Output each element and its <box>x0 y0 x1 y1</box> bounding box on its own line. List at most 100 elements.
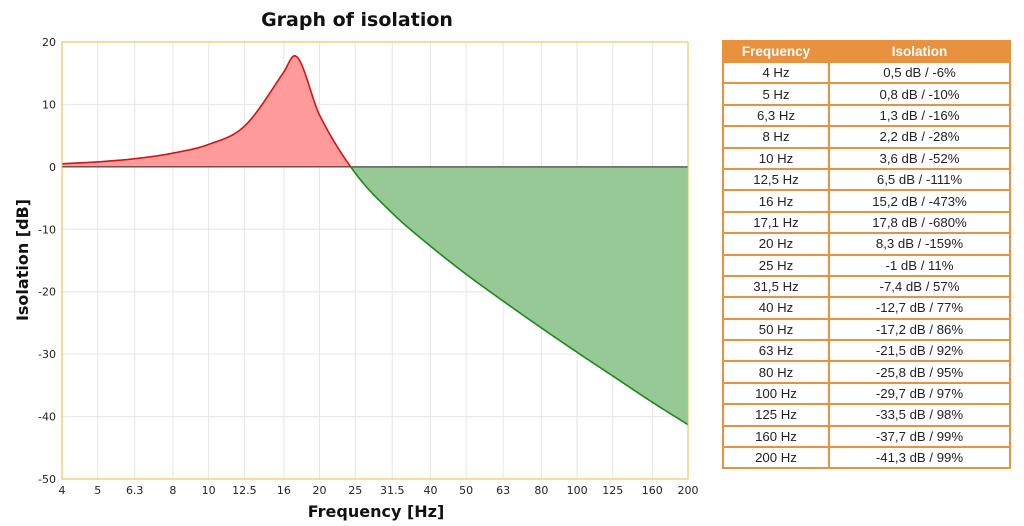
table-row: 31,5 Hz -7,4 dB / 57% <box>724 276 1009 297</box>
frequency-cell: 17,1 Hz <box>724 212 828 233</box>
negative-isolation-area <box>350 166 688 425</box>
negative-isolation-line <box>350 166 689 426</box>
frequency-cell: 100 Hz <box>724 383 828 404</box>
isolation-cell: -37,7 dB / 99% <box>830 426 1009 447</box>
y-tick-label: -50 <box>38 473 56 486</box>
x-tick-label: 50 <box>459 484 473 497</box>
x-tick-label: 20 <box>313 484 327 497</box>
positive-isolation-area <box>62 55 351 167</box>
table-row: 40 Hz -12,7 dB / 77% <box>724 298 1009 318</box>
frequency-cell: 12,5 Hz <box>724 169 828 190</box>
y-tick-label: 10 <box>42 98 56 111</box>
x-tick-label: 6.3 <box>126 484 144 497</box>
isolation-cell: -1 dB / 11% <box>830 255 1009 275</box>
x-tick-label: 80 <box>534 484 548 497</box>
isolation-cell: 8,3 dB / -159% <box>830 234 1009 254</box>
y-tick-label: -30 <box>38 348 56 361</box>
y-axis-label: Isolation [dB] <box>13 199 32 321</box>
isolation-table: Frequency Isolation 4 Hz 0,5 dB / -6% 5 Hz… <box>722 40 1011 470</box>
frequency-cell: 63 Hz <box>724 341 828 361</box>
frequency-cell: 8 Hz <box>724 127 828 147</box>
table-row: 6,3 Hz 1,3 dB / -16% <box>724 105 1009 126</box>
frequency-cell: 5 Hz <box>724 84 828 104</box>
area-fills <box>62 55 688 425</box>
header-frequency: Frequency <box>724 42 828 61</box>
frequency-cell: 20 Hz <box>724 234 828 254</box>
frequency-cell: 6,3 Hz <box>724 105 828 126</box>
x-tick-label: 31.5 <box>380 484 405 497</box>
frequency-cell: 80 Hz <box>724 362 828 382</box>
x-tick-label: 40 <box>423 484 437 497</box>
x-tick-label: 12.5 <box>232 484 257 497</box>
isolation-cell: 0,5 dB / -6% <box>830 63 1009 83</box>
table-row: 160 Hz -37,7 dB / 99% <box>724 426 1009 447</box>
frequency-cell: 40 Hz <box>724 298 828 318</box>
frequency-cell: 125 Hz <box>724 405 828 425</box>
table-row: 17,1 Hz 17,8 dB / -680% <box>724 212 1009 233</box>
table-header-row: Frequency Isolation <box>724 42 1009 61</box>
x-tick-label: 63 <box>496 484 510 497</box>
isolation-cell: 3,6 dB / -52% <box>830 148 1009 168</box>
isolation-cell: -17,2 dB / 86% <box>830 319 1009 340</box>
frequency-cell: 50 Hz <box>724 319 828 340</box>
isolation-cell: 0,8 dB / -10% <box>830 84 1009 104</box>
frequency-cell: 200 Hz <box>724 448 828 468</box>
y-tick-label: -20 <box>38 286 56 299</box>
frequency-cell: 31,5 Hz <box>724 276 828 297</box>
isolation-chart: Graph of isolation 4 5 6.3 8 10 12.5 16 20 25 31.… <box>13 9 699 521</box>
x-tick-label: 4 <box>59 484 66 497</box>
table-row: 5 Hz 0,8 dB / -10% <box>724 84 1009 104</box>
isolation-cell: -25,8 dB / 95% <box>830 362 1009 382</box>
table-row: 4 Hz 0,5 dB / -6% <box>724 63 1009 83</box>
frequency-cell: 10 Hz <box>724 148 828 168</box>
curve-lines <box>61 55 689 426</box>
tick-labels: 4 5 6.3 8 10 12.5 16 20 25 31.5 40 50 63 80 100 125 160 2… <box>38 36 698 497</box>
isolation-cell: -7,4 dB / 57% <box>830 276 1009 297</box>
x-tick-label: 100 <box>567 484 588 497</box>
x-axis-label: Frequency [Hz] <box>308 502 445 521</box>
table-row: 50 Hz -17,2 dB / 86% <box>724 319 1009 340</box>
isolation-cell: -21,5 dB / 92% <box>830 341 1009 361</box>
positive-isolation-line <box>61 55 352 168</box>
table-row: 20 Hz 8,3 dB / -159% <box>724 234 1009 254</box>
x-tick-label: 125 <box>602 484 623 497</box>
frequency-cell: 16 Hz <box>724 191 828 211</box>
isolation-cell: 2,2 dB / -28% <box>830 127 1009 147</box>
isolation-cell: -29,7 dB / 97% <box>830 383 1009 404</box>
isolation-cell: 6,5 dB / -111% <box>830 169 1009 190</box>
table-row: 200 Hz -41,3 dB / 99% <box>724 448 1009 468</box>
isolation-cell: 15,2 dB / -473% <box>830 191 1009 211</box>
chart-title: Graph of isolation <box>261 9 453 31</box>
x-tick-label: 25 <box>348 484 362 497</box>
y-tick-label: -10 <box>38 223 56 236</box>
frequency-cell: 4 Hz <box>724 63 828 83</box>
table-row: 10 Hz 3,6 dB / -52% <box>724 148 1009 168</box>
table-row: 80 Hz -25,8 dB / 95% <box>724 362 1009 382</box>
isolation-cell: -12,7 dB / 77% <box>830 298 1009 318</box>
x-tick-label: 200 <box>678 484 699 497</box>
frequency-cell: 160 Hz <box>724 426 828 447</box>
x-tick-label: 8 <box>169 484 176 497</box>
table-row: 8 Hz 2,2 dB / -28% <box>724 127 1009 147</box>
table-row: 63 Hz -21,5 dB / 92% <box>724 341 1009 361</box>
y-tick-label: 0 <box>49 161 56 174</box>
header-isolation: Isolation <box>830 42 1009 61</box>
x-tick-label: 16 <box>277 484 291 497</box>
isolation-cell: 17,8 dB / -680% <box>830 212 1009 233</box>
table-body: 4 Hz 0,5 dB / -6% 5 Hz 0,8 dB / -10% 6,3 Hz 1… <box>724 63 1009 468</box>
y-tick-label: 20 <box>42 36 56 49</box>
plot-frame <box>61 41 689 480</box>
frequency-cell: 25 Hz <box>724 255 828 275</box>
isolation-cell: 1,3 dB / -16% <box>830 105 1009 126</box>
x-tick-label: 160 <box>642 484 663 497</box>
x-tick-label: 10 <box>202 484 216 497</box>
isolation-cell: -33,5 dB / 98% <box>830 405 1009 425</box>
table-row: 16 Hz 15,2 dB / -473% <box>724 191 1009 211</box>
isolation-cell: -41,3 dB / 99% <box>830 448 1009 468</box>
table-row: 12,5 Hz 6,5 dB / -111% <box>724 169 1009 190</box>
table-row: 125 Hz -33,5 dB / 98% <box>724 405 1009 425</box>
y-tick-label: -40 <box>38 411 56 424</box>
table-row: 100 Hz -29,7 dB / 97% <box>724 383 1009 404</box>
x-tick-label: 5 <box>94 484 101 497</box>
table-row: 25 Hz -1 dB / 11% <box>724 255 1009 275</box>
